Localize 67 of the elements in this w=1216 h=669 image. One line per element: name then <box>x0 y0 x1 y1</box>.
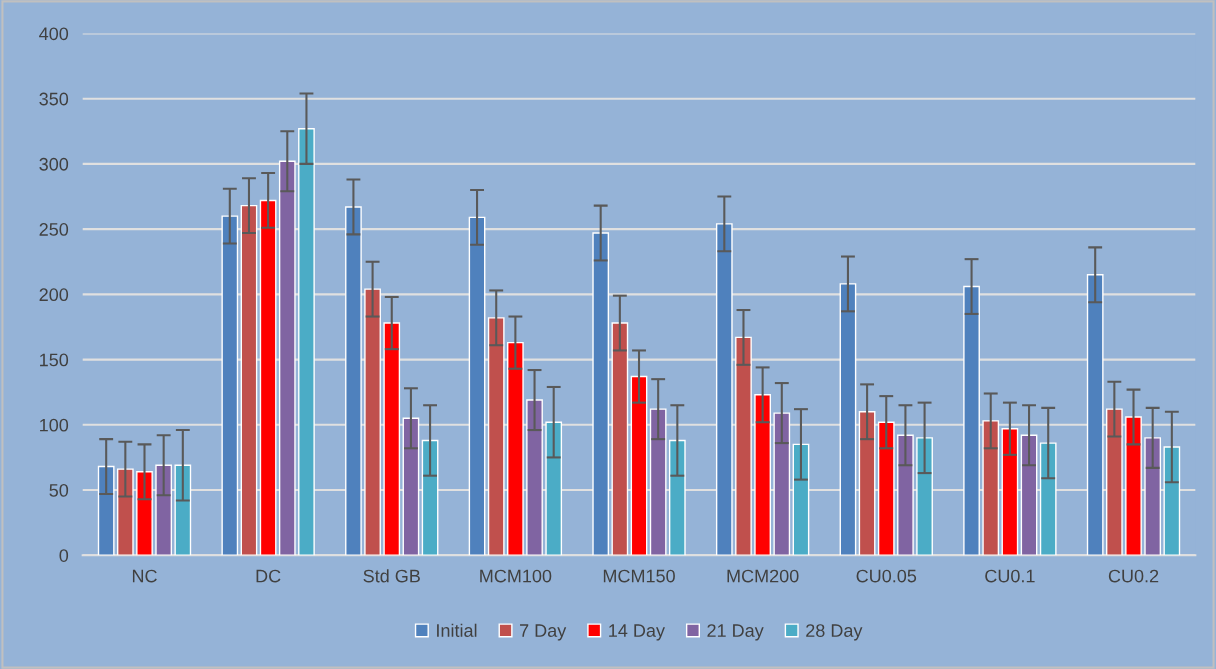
bar <box>402 417 420 556</box>
bar <box>174 464 192 556</box>
bar <box>735 336 752 556</box>
y-tick-label: 100 <box>40 418 69 432</box>
y-tick-label: 250 <box>39 223 69 236</box>
y-tick-label: 400 <box>39 27 69 41</box>
legend-label: 28 Day <box>806 624 863 641</box>
bar <box>715 223 733 556</box>
bar <box>611 322 629 556</box>
x-tick-label: MCM200 <box>727 569 799 583</box>
y-tick-label: 200 <box>39 288 69 302</box>
y-tick-label: 350 <box>39 92 69 106</box>
bar <box>545 421 563 556</box>
y-tick-label: 150 <box>40 353 69 367</box>
bar <box>155 464 173 556</box>
bar <box>468 216 486 556</box>
bar <box>383 322 401 556</box>
bar <box>1020 434 1038 556</box>
x-tick-label: MCM150 <box>603 569 675 583</box>
bar <box>592 232 610 556</box>
bar <box>116 468 134 556</box>
bar <box>221 215 239 556</box>
bar <box>1039 442 1057 556</box>
bar <box>982 420 1000 556</box>
bar <box>839 283 857 556</box>
bar <box>421 439 439 556</box>
bar <box>259 199 277 556</box>
bar <box>773 412 791 556</box>
x-tick-label: DC <box>256 569 281 583</box>
bar <box>487 317 505 556</box>
x-tick-label: CU0.1 <box>985 569 1035 583</box>
x-tick-label: MCM100 <box>480 569 552 583</box>
bar <box>1125 416 1142 556</box>
bar <box>963 285 980 556</box>
y-tick-label: 300 <box>39 157 69 171</box>
x-tick-label: NC <box>132 569 157 583</box>
y-tick-label: 0 <box>59 549 69 562</box>
bar <box>1105 408 1123 556</box>
bar <box>668 439 686 556</box>
bar <box>649 408 667 556</box>
y-tick-label: 50 <box>49 483 69 497</box>
bar <box>630 375 648 556</box>
bar <box>240 204 258 556</box>
legend-label: 7 Day <box>520 624 567 641</box>
bar <box>754 394 771 556</box>
bar <box>345 206 362 556</box>
bar <box>364 288 381 556</box>
bar <box>1144 437 1162 556</box>
bar <box>526 399 543 556</box>
bar <box>1001 428 1019 556</box>
bar <box>877 421 895 556</box>
bar <box>1163 446 1181 556</box>
bar <box>1086 274 1104 556</box>
x-tick-label: CU0.2 <box>1108 569 1159 583</box>
bar <box>858 411 876 556</box>
bar <box>916 437 933 556</box>
legend-label: 21 Day <box>707 624 764 641</box>
bar <box>97 465 115 556</box>
bar <box>792 443 810 556</box>
bar <box>298 127 315 556</box>
x-tick-label: Std GB <box>363 569 420 583</box>
legend-label: 14 Day <box>609 624 665 641</box>
legend-label: Initial <box>437 623 477 637</box>
bar <box>278 160 296 556</box>
x-tick-label: CU0.05 <box>856 569 917 583</box>
bar <box>897 434 914 556</box>
bar <box>507 341 524 556</box>
